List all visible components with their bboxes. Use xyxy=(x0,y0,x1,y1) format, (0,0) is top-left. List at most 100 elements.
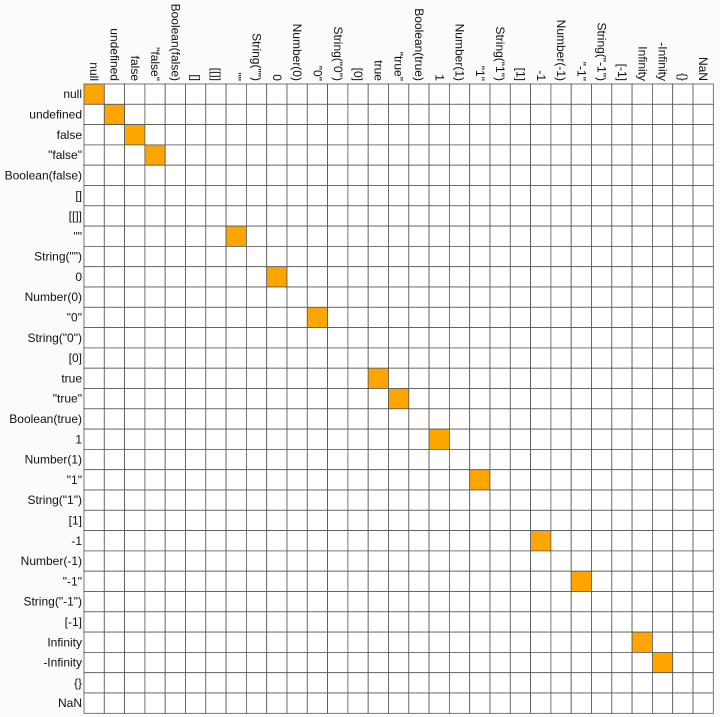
matrix-cell xyxy=(83,347,105,369)
matrix-cell xyxy=(530,225,552,247)
matrix-cell xyxy=(652,185,674,207)
matrix-cell xyxy=(327,652,349,674)
matrix-cell xyxy=(83,631,105,653)
matrix-cell xyxy=(550,286,572,308)
matrix-cell xyxy=(489,83,511,105)
matrix-cell xyxy=(245,550,268,572)
matrix-cell xyxy=(591,388,613,410)
matrix-cell xyxy=(266,550,288,572)
matrix-cell xyxy=(530,428,552,450)
matrix-cell xyxy=(672,550,694,572)
row-label: undefined xyxy=(29,107,82,121)
matrix-cell xyxy=(692,286,714,308)
matrix-cell xyxy=(489,388,511,410)
matrix-cell xyxy=(164,408,186,430)
matrix-cell xyxy=(469,245,491,268)
matrix-cell xyxy=(428,245,450,268)
matrix-cell xyxy=(570,286,592,308)
column-label: Number(-1) xyxy=(554,20,568,81)
matrix-cell xyxy=(408,103,430,126)
matrix-cell xyxy=(652,306,674,328)
matrix-cell xyxy=(631,509,653,531)
matrix-cell xyxy=(164,550,186,572)
matrix-cell xyxy=(388,245,410,268)
matrix-cell xyxy=(205,591,227,613)
row-label: 1 xyxy=(75,432,82,446)
matrix-cell xyxy=(286,347,308,369)
matrix-cell xyxy=(245,611,268,633)
matrix-cell xyxy=(205,672,227,694)
matrix-cell xyxy=(631,611,653,633)
matrix-cell xyxy=(225,124,247,146)
matrix-cell xyxy=(448,469,471,491)
matrix-cell xyxy=(489,408,511,430)
matrix-cell xyxy=(428,591,450,613)
matrix-cell xyxy=(469,550,491,572)
matrix-cell xyxy=(164,367,186,389)
matrix-cell xyxy=(225,428,247,450)
matrix-cell xyxy=(266,631,288,653)
matrix-cell xyxy=(469,185,491,207)
matrix-cell xyxy=(327,489,349,511)
matrix-cell xyxy=(448,245,471,268)
matrix-cell xyxy=(672,448,694,471)
matrix-cell xyxy=(306,245,328,268)
matrix-cell xyxy=(347,164,369,186)
matrix-cell xyxy=(164,164,186,186)
matrix-cell xyxy=(591,408,613,430)
matrix-cell xyxy=(652,408,674,430)
matrix-cell xyxy=(103,591,126,613)
matrix-cell xyxy=(327,367,349,389)
matrix-cell xyxy=(388,509,410,531)
matrix-cell xyxy=(205,408,227,430)
matrix-cell xyxy=(327,570,349,592)
column-label: 0 xyxy=(270,74,284,81)
matrix-cell xyxy=(692,692,714,714)
matrix-cell xyxy=(144,652,166,674)
matrix-cell xyxy=(550,509,572,531)
column-label: -1 xyxy=(534,70,548,81)
matrix-cell xyxy=(286,245,308,268)
matrix-cell xyxy=(266,286,288,308)
matrix-cell xyxy=(266,692,288,714)
matrix-cell xyxy=(286,611,308,633)
row-label: String("-1") xyxy=(23,595,82,609)
matrix-cell xyxy=(286,144,308,166)
matrix-cell xyxy=(205,327,227,349)
matrix-cell xyxy=(185,652,207,674)
matrix-cell xyxy=(103,672,126,694)
matrix-cell xyxy=(631,83,653,105)
matrix-cell xyxy=(83,489,105,511)
matrix-cell-highlighted xyxy=(428,428,450,450)
matrix-cell xyxy=(672,428,694,450)
column-label: "-1" xyxy=(574,62,588,81)
matrix-cell xyxy=(205,103,227,126)
matrix-cell xyxy=(448,144,471,166)
matrix-cell xyxy=(428,225,450,247)
matrix-cell xyxy=(489,591,511,613)
matrix-cell xyxy=(611,570,633,592)
matrix-cell xyxy=(185,408,207,430)
matrix-cell xyxy=(428,306,450,328)
matrix-cell xyxy=(286,103,308,126)
matrix-cell xyxy=(367,83,389,105)
matrix-cell xyxy=(611,83,633,105)
matrix-cell xyxy=(144,124,166,146)
matrix-cell xyxy=(367,550,389,572)
matrix-cell xyxy=(631,692,653,714)
matrix-cell xyxy=(83,591,105,613)
matrix-cell xyxy=(692,245,714,268)
matrix-cell xyxy=(205,306,227,328)
matrix-cell xyxy=(83,306,105,328)
matrix-cell xyxy=(164,185,186,207)
matrix-cell xyxy=(83,124,105,146)
matrix-cell xyxy=(530,509,552,531)
matrix-cell xyxy=(652,103,674,126)
matrix-cell xyxy=(124,652,146,674)
matrix-cell xyxy=(124,327,146,349)
matrix-cell xyxy=(469,205,491,227)
matrix-cell xyxy=(570,591,592,613)
matrix-cell xyxy=(591,124,613,146)
column-label: true xyxy=(371,60,385,81)
